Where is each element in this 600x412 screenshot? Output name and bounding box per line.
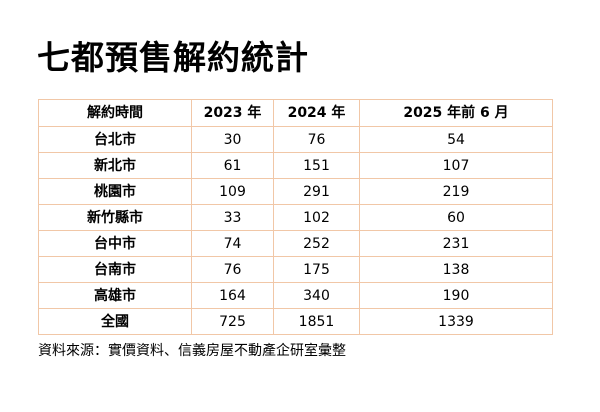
column-header: 2025 年前 6 月 — [359, 99, 553, 127]
column-header: 2023 年 — [191, 99, 274, 127]
row-label: 台中市 — [38, 230, 192, 257]
page-title: 七都預售解約統計 — [37, 38, 309, 77]
table-cell: 76 — [191, 256, 274, 283]
table-cell: 138 — [359, 256, 553, 283]
table-row: 台南市 76 175 138 — [38, 256, 553, 283]
table-cell: 151 — [273, 152, 360, 179]
table-cell: 1339 — [359, 308, 553, 335]
row-label: 新竹縣市 — [38, 204, 192, 231]
table-cell: 109 — [191, 178, 274, 205]
table-cell: 231 — [359, 230, 553, 257]
row-label: 高雄市 — [38, 282, 192, 309]
row-label: 桃園市 — [38, 178, 192, 205]
table-cell: 340 — [273, 282, 360, 309]
table-cell: 175 — [273, 256, 360, 283]
table-cell: 190 — [359, 282, 553, 309]
table-cell: 54 — [359, 126, 553, 153]
table-cell: 725 — [191, 308, 274, 335]
table-row: 台北市 30 76 54 — [38, 126, 553, 153]
row-label: 台南市 — [38, 256, 192, 283]
row-label: 新北市 — [38, 152, 192, 179]
table-row: 高雄市 164 340 190 — [38, 282, 553, 309]
row-label: 台北市 — [38, 126, 192, 153]
table-row: 桃園市 109 291 219 — [38, 178, 553, 205]
column-header: 2024 年 — [273, 99, 360, 127]
table-cell: 291 — [273, 178, 360, 205]
table-cell: 60 — [359, 204, 553, 231]
table-row: 台中市 74 252 231 — [38, 230, 553, 257]
table-cell: 1851 — [273, 308, 360, 335]
stats-table: 解約時間 2023 年 2024 年 2025 年前 6 月 台北市 30 76… — [38, 99, 553, 335]
table-row: 新竹縣市 33 102 60 — [38, 204, 553, 231]
table-cell: 30 — [191, 126, 274, 153]
table-cell: 219 — [359, 178, 553, 205]
table-cell: 164 — [191, 282, 274, 309]
table-cell: 33 — [191, 204, 274, 231]
row-label: 全國 — [38, 308, 192, 335]
source-note: 資料來源：實價資料、信義房屋不動產企研室彙整 — [38, 343, 346, 359]
table-row: 新北市 61 151 107 — [38, 152, 553, 179]
header-row: 解約時間 2023 年 2024 年 2025 年前 6 月 — [38, 99, 553, 127]
column-header: 解約時間 — [38, 99, 192, 127]
table-cell: 107 — [359, 152, 553, 179]
table-cell: 76 — [273, 126, 360, 153]
table-cell: 102 — [273, 204, 360, 231]
table-cell: 61 — [191, 152, 274, 179]
table-cell: 74 — [191, 230, 274, 257]
table-row-total: 全國 725 1851 1339 — [38, 308, 553, 335]
table-cell: 252 — [273, 230, 360, 257]
